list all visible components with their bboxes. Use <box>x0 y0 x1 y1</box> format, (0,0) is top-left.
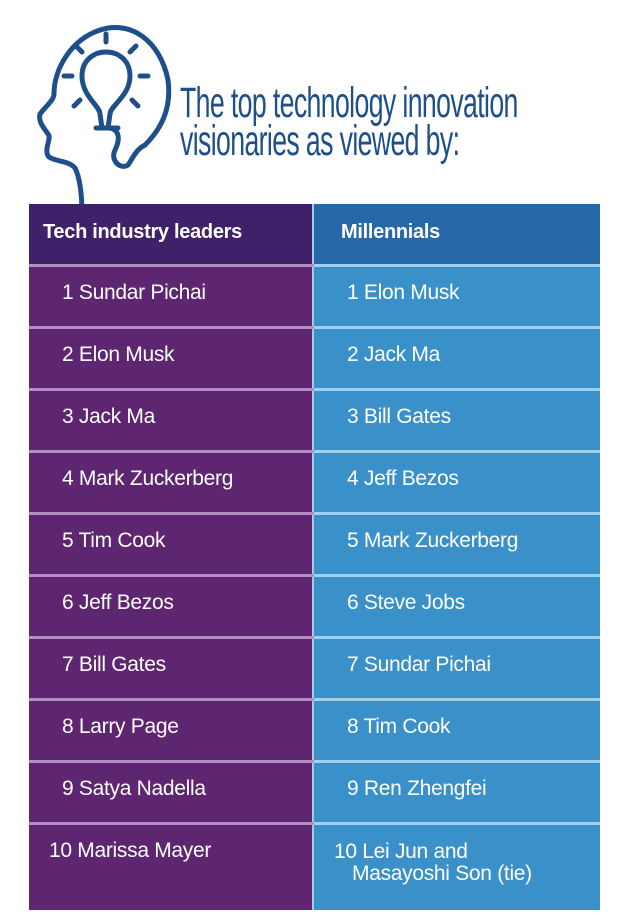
row-divider <box>29 264 600 267</box>
leaders-entry-text: 3 Jack Ma <box>62 405 155 428</box>
table-row: 3 Jack Ma 3 Bill Gates <box>29 391 600 450</box>
row-divider <box>29 512 600 515</box>
leaders-entry-text: 4 Mark Zuckerberg <box>62 467 234 490</box>
table-row: 2 Elon Musk 2 Jack Ma <box>29 329 600 388</box>
head-lightbulb-icon <box>37 24 172 218</box>
millennials-cell: 8 Tim Cook <box>314 701 600 760</box>
millennials-cell: 1 Elon Musk <box>314 267 600 326</box>
leaders-entry-text: 10 Marissa Mayer <box>49 839 212 862</box>
table-header-row: Tech industry leaders Millennials <box>29 204 600 264</box>
leaders-cell: 10 Marissa Mayer <box>29 825 314 910</box>
leaders-cell: 6 Jeff Bezos <box>29 577 314 636</box>
millennials-cell: 4 Jeff Bezos <box>314 453 600 512</box>
leaders-cell: 1 Sundar Pichai <box>29 267 314 326</box>
table-row: 5 Tim Cook 5 Mark Zuckerberg <box>29 515 600 574</box>
table-body: 1 Sundar Pichai 1 Elon Musk 2 Elon Musk 2 J… <box>29 264 600 910</box>
row-divider <box>29 574 600 577</box>
millennials-entry-text: 9 Ren Zhengfei <box>347 777 487 800</box>
row-divider <box>29 636 600 639</box>
title-line-2: visionaries as viewed by: <box>180 117 460 165</box>
table-row: 7 Bill Gates 7 Sundar Pichai <box>29 639 600 698</box>
millennials-entry-text: 6 Steve Jobs <box>347 591 465 614</box>
leaders-entry-text: 5 Tim Cook <box>62 529 166 552</box>
millennials-cell: 3 Bill Gates <box>314 391 600 450</box>
header-tech-industry-leaders: Tech industry leaders <box>29 204 314 264</box>
row-divider <box>29 450 600 453</box>
millennials-cell: 10 Lei Jun and Masayoshi Son (tie) <box>314 825 600 910</box>
table-row: 9 Satya Nadella 9 Ren Zhengfei <box>29 763 600 822</box>
row-divider <box>29 326 600 329</box>
table-row: 10 Marissa Mayer 10 Lei Jun and Masayoshi … <box>29 825 600 910</box>
leaders-cell: 9 Satya Nadella <box>29 763 314 822</box>
leaders-cell: 7 Bill Gates <box>29 639 314 698</box>
row-divider <box>29 698 600 701</box>
millennials-cell: 2 Jack Ma <box>314 329 600 388</box>
row-divider <box>29 388 600 391</box>
leaders-entry-text: 2 Elon Musk <box>62 343 175 366</box>
table-row: 1 Sundar Pichai 1 Elon Musk <box>29 267 600 326</box>
millennials-cell: 6 Steve Jobs <box>314 577 600 636</box>
table-row: 4 Mark Zuckerberg 4 Jeff Bezos <box>29 453 600 512</box>
leaders-cell: 3 Jack Ma <box>29 391 314 450</box>
leaders-entry-text: 6 Jeff Bezos <box>62 591 174 614</box>
leaders-entry-text: 7 Bill Gates <box>62 653 166 676</box>
leaders-cell: 2 Elon Musk <box>29 329 314 388</box>
millennials-entry-continuation: Masayoshi Son (tie) <box>352 862 532 885</box>
table-row: 8 Larry Page 8 Tim Cook <box>29 701 600 760</box>
leaders-cell: 4 Mark Zuckerberg <box>29 453 314 512</box>
table-row: 6 Jeff Bezos 6 Steve Jobs <box>29 577 600 636</box>
leaders-cell: 8 Larry Page <box>29 701 314 760</box>
title-line-1: The top technology innovation <box>180 79 518 127</box>
millennials-entry-text: 5 Mark Zuckerberg <box>347 529 519 552</box>
row-divider <box>29 760 600 763</box>
millennials-entry-text: 10 Lei Jun and <box>334 840 468 863</box>
leaders-entry-text: 1 Sundar Pichai <box>62 281 206 304</box>
header-millennials: Millennials <box>314 204 600 264</box>
visionaries-table: Tech industry leaders Millennials 1 Sund… <box>29 204 600 910</box>
millennials-entry-text: 4 Jeff Bezos <box>347 467 459 490</box>
leaders-cell: 5 Tim Cook <box>29 515 314 574</box>
row-divider <box>29 822 600 825</box>
millennials-entry-text: 2 Jack Ma <box>347 343 440 366</box>
millennials-entry-text: 8 Tim Cook <box>347 715 451 738</box>
leaders-entry-text: 9 Satya Nadella <box>62 777 206 800</box>
millennials-entry-text: 7 Sundar Pichai <box>347 653 491 676</box>
millennials-entry-text: 1 Elon Musk <box>347 281 460 304</box>
millennials-entry-text: 3 Bill Gates <box>347 405 451 428</box>
leaders-entry-text: 8 Larry Page <box>62 715 179 738</box>
millennials-cell: 9 Ren Zhengfei <box>314 763 600 822</box>
millennials-cell: 7 Sundar Pichai <box>314 639 600 698</box>
page-title: The top technology innovation visionarie… <box>180 79 518 165</box>
millennials-cell: 5 Mark Zuckerberg <box>314 515 600 574</box>
